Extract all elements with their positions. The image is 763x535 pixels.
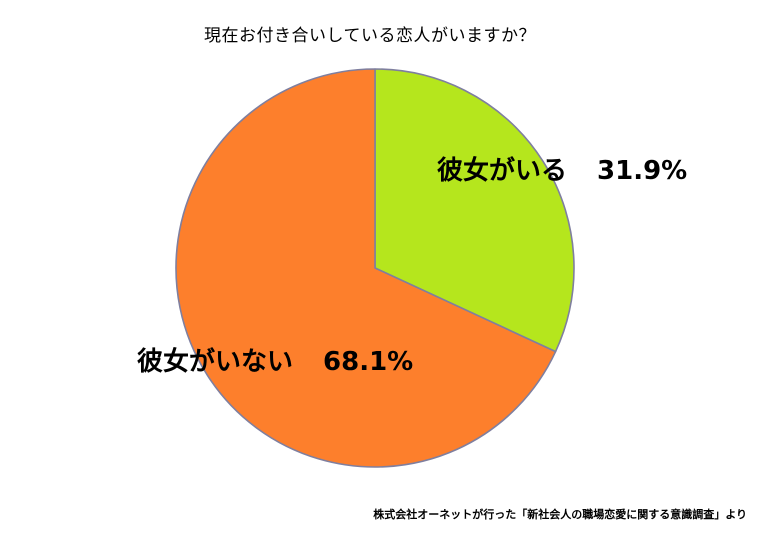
slice-value-no-girlfriend: 68.1% [323, 347, 414, 377]
pie-slice-has-girlfriend [374, 68, 575, 353]
slice-category-no-girlfriend: 彼女がいない [137, 347, 294, 377]
slice-label-has-girlfriend: 彼女がいる 31.9% [437, 150, 687, 187]
chart-title: 現在お付き合いしている恋人がいますか？ [204, 26, 536, 46]
source-note: 株式会社オーネットが行った「新社会人の職場恋愛に関する意識調査」より [373, 508, 747, 521]
slice-label-no-girlfriend: 彼女がいない 68.1% [137, 341, 413, 378]
pie-slice-no-girlfriend [175, 68, 557, 468]
slice-category-has-girlfriend: 彼女がいる [437, 156, 568, 186]
slice-value-has-girlfriend: 31.9% [597, 156, 688, 186]
